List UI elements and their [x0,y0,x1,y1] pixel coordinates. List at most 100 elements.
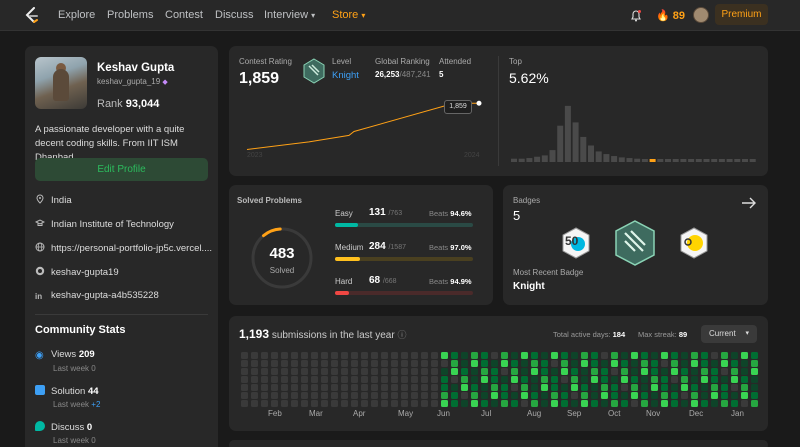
heatmap-cell[interactable] [281,360,288,367]
heatmap-cell[interactable] [551,368,558,375]
heatmap-cell[interactable] [731,352,738,359]
heatmap-cell[interactable] [751,376,758,383]
heatmap-cell[interactable] [571,392,578,399]
heatmap-cell[interactable] [701,392,708,399]
heatmap-cell[interactable] [651,384,658,391]
heatmap-cell[interactable] [431,368,438,375]
year-select[interactable]: Current ▾ [701,325,757,343]
heatmap-cell[interactable] [281,400,288,407]
heatmap-cell[interactable] [431,360,438,367]
heatmap-cell[interactable] [301,392,308,399]
heatmap-cell[interactable] [601,400,608,407]
heatmap-cell[interactable] [341,376,348,383]
heatmap-cell[interactable] [441,384,448,391]
heatmap-cell[interactable] [321,376,328,383]
heatmap-cell[interactable] [531,376,538,383]
heatmap-cell[interactable] [291,376,298,383]
heatmap-cell[interactable] [531,352,538,359]
heatmap-cell[interactable] [651,368,658,375]
heatmap-cell[interactable] [261,352,268,359]
heatmap-cell[interactable] [461,400,468,407]
heatmap-cell[interactable] [251,368,258,375]
heatmap-cell[interactable] [501,392,508,399]
heatmap-cell[interactable] [531,384,538,391]
heatmap-cell[interactable] [331,400,338,407]
heatmap-cell[interactable] [511,360,518,367]
heatmap-cell[interactable] [651,400,658,407]
heatmap-cell[interactable] [501,352,508,359]
heatmap-cell[interactable] [281,376,288,383]
heatmap-cell[interactable] [451,384,458,391]
heatmap-cell[interactable] [421,384,428,391]
heatmap-cell[interactable] [351,400,358,407]
heatmap-cell[interactable] [311,384,318,391]
heatmap-cell[interactable] [641,392,648,399]
heatmap-cell[interactable] [661,368,668,375]
heatmap-cell[interactable] [731,392,738,399]
heatmap-cell[interactable] [431,384,438,391]
heatmap-cell[interactable] [751,360,758,367]
heatmap-cell[interactable] [291,384,298,391]
heatmap-cell[interactable] [701,384,708,391]
nav-problems[interactable]: Problems [107,9,154,21]
heatmap-cell[interactable] [571,360,578,367]
heatmap-cell[interactable] [751,384,758,391]
heatmap-cell[interactable] [521,360,528,367]
heatmap-cell[interactable] [261,376,268,383]
heatmap-cell[interactable] [461,392,468,399]
knight-badge-large-icon[interactable] [613,219,657,267]
heatmap-cell[interactable] [311,368,318,375]
heatmap-cell[interactable] [741,352,748,359]
heatmap-cell[interactable] [361,376,368,383]
heatmap-cell[interactable] [511,400,518,407]
heatmap-cell[interactable] [371,400,378,407]
streak-counter[interactable]: 🔥 89 [656,9,685,22]
heatmap-cell[interactable] [601,392,608,399]
heatmap-cell[interactable] [371,360,378,367]
heatmap-cell[interactable] [681,352,688,359]
heatmap-cell[interactable] [561,392,568,399]
heatmap-cell[interactable] [541,352,548,359]
heatmap-cell[interactable] [621,376,628,383]
heatmap-cell[interactable] [391,400,398,407]
nav-discuss[interactable]: Discuss [215,9,254,21]
heatmap-cell[interactable] [271,352,278,359]
heatmap-cell[interactable] [731,368,738,375]
heatmap-cell[interactable] [651,376,658,383]
heatmap-cell[interactable] [651,360,658,367]
heatmap-cell[interactable] [641,384,648,391]
heatmap-cell[interactable] [361,400,368,407]
heatmap-cell[interactable] [421,360,428,367]
heatmap-cell[interactable] [621,360,628,367]
heatmap-cell[interactable] [401,392,408,399]
heatmap-cell[interactable] [261,400,268,407]
heatmap-cell[interactable] [241,392,248,399]
nav-store[interactable]: Store ▾ [332,9,365,21]
heatmap-cell[interactable] [361,352,368,359]
heatmap-cell[interactable] [611,352,618,359]
heatmap-cell[interactable] [371,368,378,375]
heatmap-cell[interactable] [581,392,588,399]
heatmap-cell[interactable] [631,384,638,391]
heatmap-cell[interactable] [361,392,368,399]
heatmap-cell[interactable] [591,392,598,399]
heatmap-cell[interactable] [491,392,498,399]
heatmap-cell[interactable] [291,400,298,407]
heatmap-cell[interactable] [361,384,368,391]
heatmap-cell[interactable] [661,384,668,391]
heatmap-cell[interactable] [531,368,538,375]
heatmap-cell[interactable] [421,376,428,383]
heatmap-cell[interactable] [601,368,608,375]
heatmap-cell[interactable] [441,400,448,407]
heatmap-cell[interactable] [281,352,288,359]
heatmap-cell[interactable] [721,376,728,383]
heatmap-cell[interactable] [421,392,428,399]
heatmap-cell[interactable] [301,376,308,383]
heatmap-cell[interactable] [461,360,468,367]
heatmap-cell[interactable] [481,392,488,399]
heatmap-cell[interactable] [671,384,678,391]
heatmap-cell[interactable] [711,376,718,383]
heatmap-cell[interactable] [281,368,288,375]
heatmap-cell[interactable] [441,360,448,367]
rating-distribution-chart[interactable] [511,96,761,163]
